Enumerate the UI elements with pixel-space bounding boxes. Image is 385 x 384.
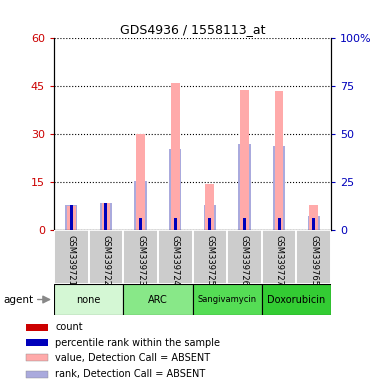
Bar: [139, 218, 142, 230]
FancyBboxPatch shape: [158, 230, 192, 284]
Bar: [273, 146, 285, 230]
Text: value, Detection Call = ABSENT: value, Detection Call = ABSENT: [55, 353, 210, 363]
Bar: [278, 218, 281, 230]
Bar: [26, 371, 48, 378]
Bar: [238, 144, 251, 230]
Bar: [65, 205, 77, 230]
Bar: [169, 149, 181, 230]
Bar: [104, 203, 107, 230]
Bar: [123, 284, 192, 315]
FancyBboxPatch shape: [89, 230, 123, 284]
Bar: [204, 205, 216, 230]
Text: none: none: [76, 295, 101, 305]
Text: GSM339765: GSM339765: [309, 235, 318, 286]
Bar: [262, 284, 331, 315]
Bar: [208, 218, 211, 230]
Bar: [26, 324, 48, 331]
Bar: [243, 218, 246, 230]
Title: GDS4936 / 1558113_at: GDS4936 / 1558113_at: [120, 23, 265, 36]
Text: count: count: [55, 322, 83, 332]
Bar: [312, 218, 315, 230]
Text: GSM339721: GSM339721: [67, 235, 76, 286]
Bar: [54, 284, 123, 315]
Text: Doxorubicin: Doxorubicin: [267, 295, 326, 305]
FancyBboxPatch shape: [296, 230, 331, 284]
Bar: [26, 339, 48, 346]
Text: GSM339723: GSM339723: [136, 235, 145, 286]
Bar: [192, 284, 262, 315]
Text: percentile rank within the sample: percentile rank within the sample: [55, 338, 220, 348]
Bar: [102, 203, 110, 230]
Text: GSM339726: GSM339726: [240, 235, 249, 286]
Bar: [139, 218, 142, 230]
Text: GSM339724: GSM339724: [171, 235, 180, 286]
Bar: [174, 218, 177, 230]
Bar: [67, 207, 75, 230]
Bar: [275, 91, 283, 230]
FancyBboxPatch shape: [262, 230, 296, 284]
Bar: [208, 218, 211, 230]
Bar: [206, 184, 214, 230]
Text: agent: agent: [3, 295, 33, 305]
Bar: [308, 216, 320, 230]
Text: GSM339727: GSM339727: [275, 235, 284, 286]
Bar: [136, 134, 145, 230]
Bar: [243, 218, 246, 230]
Bar: [70, 205, 73, 230]
Text: GSM339725: GSM339725: [205, 235, 214, 286]
Bar: [312, 218, 315, 230]
Bar: [240, 89, 249, 230]
FancyBboxPatch shape: [54, 230, 89, 284]
FancyBboxPatch shape: [123, 230, 158, 284]
Bar: [134, 181, 147, 230]
Text: Sangivamycin: Sangivamycin: [198, 295, 257, 304]
Bar: [104, 203, 107, 230]
Bar: [278, 218, 281, 230]
Text: GSM339722: GSM339722: [101, 235, 110, 286]
Text: ARC: ARC: [148, 295, 168, 305]
FancyBboxPatch shape: [227, 230, 262, 284]
Text: rank, Detection Call = ABSENT: rank, Detection Call = ABSENT: [55, 369, 206, 379]
Bar: [26, 354, 48, 361]
FancyBboxPatch shape: [192, 230, 227, 284]
Bar: [310, 205, 318, 230]
Bar: [174, 218, 177, 230]
Bar: [70, 207, 73, 230]
Bar: [100, 203, 112, 230]
Bar: [171, 83, 179, 230]
